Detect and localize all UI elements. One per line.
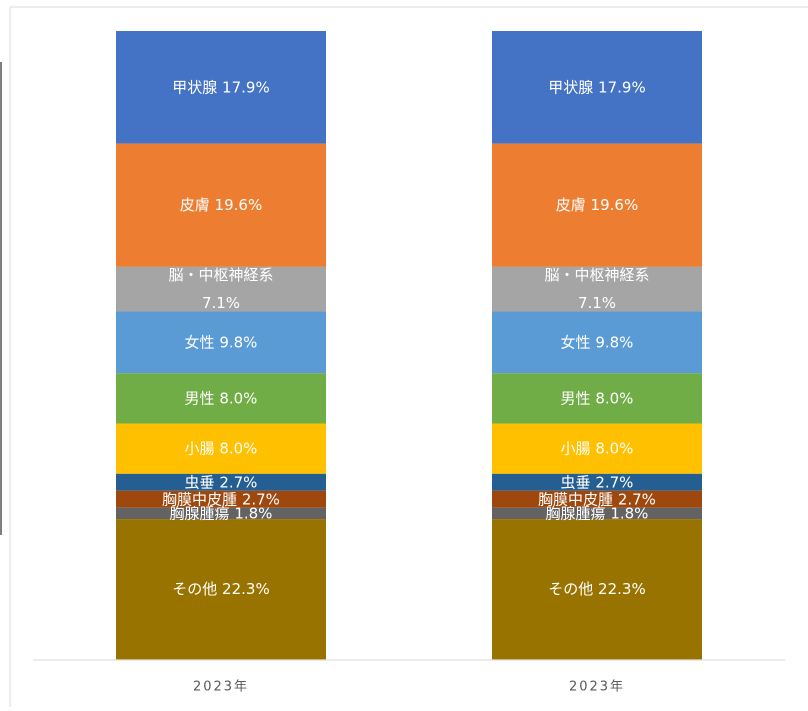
bar-segment-6-col-1 [116, 423, 326, 474]
data-label-6-col-1: 小腸 8.0% [185, 440, 258, 458]
bar-segment-5-col-2 [492, 373, 702, 424]
data-label-5-col-1: 男性 8.0% [185, 389, 258, 407]
bar-segment-10-col-2 [492, 519, 702, 660]
bar-segment-7-col-2 [492, 473, 702, 491]
bar-segment-4-col-1 [116, 311, 326, 374]
data-label-1-col-2: 甲状腺 17.9% [548, 78, 645, 96]
bar-segment-6-col-2 [492, 423, 702, 474]
bar-segment-8-col-1 [116, 490, 326, 508]
bar-segment-10-col-1 [116, 519, 326, 660]
data-label-10-col-2: その他 22.3% [548, 580, 645, 598]
bar-segment-3-col-2 [492, 266, 702, 312]
data-label-10-col-1: その他 22.3% [172, 580, 269, 598]
bar-segment-8-col-2 [492, 490, 702, 508]
data-label-2-col-2: 皮膚 19.6% [556, 196, 638, 214]
data-label-7-col-2: 虫垂 2.7% [561, 473, 634, 491]
bar-segment-7-col-1 [116, 473, 326, 491]
bar-segment-3-col-1 [116, 266, 326, 312]
data-labels-layer: 甲状腺 17.9% 皮膚 19.6% 脳・中枢神経系 7.1% 女性 9.8% 男性 8.… [162, 78, 656, 598]
data-label-8-col-1: 胸膜中皮腫 2.7% [162, 490, 280, 508]
data-label-3-col-1-line-1: 脳・中枢神経系 [168, 266, 273, 284]
x-tick-label-1: 2023年 [193, 680, 249, 695]
data-label-5-col-2: 男性 8.0% [561, 389, 634, 407]
data-label-4-col-2: 女性 9.8% [561, 333, 634, 351]
bar-segment-2-col-2 [492, 143, 702, 267]
data-label-4-col-1: 女性 9.8% [185, 333, 258, 351]
data-label-7-col-1: 虫垂 2.7% [185, 473, 258, 491]
data-label-3-col-2-line-2: 7.1% [578, 294, 616, 312]
bar-segment-2-col-1 [116, 143, 326, 267]
bars-layer [116, 31, 702, 660]
data-label-6-col-2: 小腸 8.0% [561, 440, 634, 458]
data-label-2-col-1: 皮膚 19.6% [180, 196, 262, 214]
data-label-3-col-1-line-2: 7.1% [202, 294, 240, 312]
bar-segment-4-col-2 [492, 311, 702, 374]
bar-segment-9-col-2 [492, 507, 702, 520]
bar-segment-9-col-1 [116, 507, 326, 520]
data-label-8-col-2: 胸膜中皮腫 2.7% [538, 490, 656, 508]
x-tick-labels-layer: 2023年 2023年 [193, 680, 625, 695]
data-label-1-col-1: 甲状腺 17.9% [172, 78, 269, 96]
data-label-9-col-2: 胸腺腫瘍 1.8% [546, 504, 649, 522]
data-label-3-col-2-line-1: 脳・中枢神経系 [544, 266, 649, 284]
bar-segment-1-col-2 [492, 31, 702, 144]
bar-segment-5-col-1 [116, 373, 326, 424]
x-tick-label-2: 2023年 [569, 680, 625, 695]
data-label-9-col-1: 胸腺腫瘍 1.8% [170, 504, 273, 522]
bar-segment-1-col-1 [116, 31, 326, 144]
